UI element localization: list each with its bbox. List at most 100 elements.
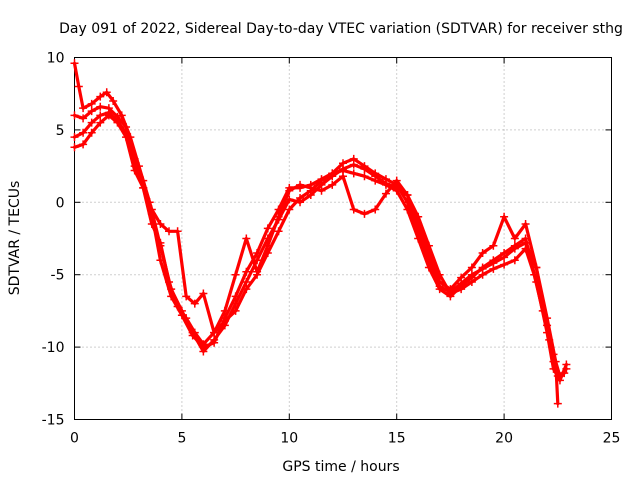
data-point: [182, 314, 191, 323]
data-point: [220, 306, 229, 315]
data-point: [328, 169, 337, 178]
data-point: [381, 180, 390, 189]
data-point: [371, 205, 380, 214]
data-point: [478, 248, 487, 257]
data-point: [285, 186, 294, 195]
data-point: [199, 289, 208, 298]
y-tick-label: -5: [51, 268, 65, 284]
data-point: [70, 133, 79, 142]
data-point: [87, 128, 96, 137]
data-point: [156, 238, 165, 247]
data-point: [147, 205, 156, 214]
data-point: [274, 227, 283, 236]
data-point: [199, 340, 208, 349]
data-point: [457, 282, 466, 291]
data-point: [87, 99, 96, 108]
data-point: [165, 277, 174, 286]
data-point: [253, 248, 262, 257]
grid-lines: [74, 57, 612, 420]
series-track-d: [70, 111, 562, 408]
data-point: [360, 162, 369, 171]
data-point: [296, 193, 305, 202]
data-point: [446, 285, 455, 294]
data-point: [392, 186, 401, 195]
data-point: [532, 263, 541, 272]
data-point: [231, 292, 240, 301]
data-point: [274, 212, 283, 221]
data-point: [317, 186, 326, 195]
data-point: [349, 169, 358, 178]
data-point: [220, 317, 229, 326]
data-point: [70, 143, 79, 152]
data-point: [96, 102, 105, 111]
series-line: [72, 61, 566, 378]
data-point: [457, 273, 466, 282]
data-point: [210, 338, 219, 347]
data-point: [467, 263, 476, 272]
series-line: [72, 105, 568, 378]
x-tick-label: 10: [280, 431, 298, 447]
x-tick-label: 25: [603, 431, 621, 447]
data-point: [117, 111, 126, 120]
data-point: [371, 176, 380, 185]
data-point: [263, 241, 272, 250]
data-point: [296, 180, 305, 189]
data-point: [435, 277, 444, 286]
data-point: [79, 140, 88, 149]
data-point: [489, 241, 498, 250]
data-series: [70, 59, 571, 408]
data-point: [70, 59, 79, 68]
y-tick-labels: 10 5 0 -5 -10 -15: [42, 51, 65, 429]
data-point: [210, 328, 219, 337]
data-point: [424, 263, 433, 272]
data-point: [242, 267, 251, 276]
data-point: [510, 241, 519, 250]
x-axis-label: GPS time / hours: [282, 459, 399, 475]
data-point: [79, 128, 88, 137]
data-point: [96, 92, 105, 101]
y-tick-label: -15: [42, 413, 65, 429]
data-point: [242, 234, 251, 243]
data-point: [87, 118, 96, 127]
data-point: [173, 302, 182, 311]
data-point: [500, 212, 509, 221]
data-point: [500, 248, 509, 257]
data-point: [96, 111, 105, 120]
data-point: [285, 205, 294, 214]
data-point: [231, 270, 240, 279]
data-point: [87, 107, 96, 116]
data-point: [349, 205, 358, 214]
data-point: [371, 169, 380, 178]
data-point: [360, 209, 369, 218]
data-point: [317, 176, 326, 185]
data-point: [339, 172, 347, 181]
data-point: [510, 256, 519, 265]
y-tick-label: -10: [42, 340, 65, 356]
data-point: [510, 234, 519, 243]
data-point: [435, 285, 444, 294]
data-point: [553, 399, 562, 408]
data-point: [500, 260, 509, 269]
data-point: [339, 159, 347, 168]
x-tick-label: 20: [495, 431, 513, 447]
data-point: [328, 180, 337, 189]
data-point: [253, 267, 262, 276]
data-point: [102, 88, 111, 97]
data-point: [489, 256, 498, 265]
data-point: [74, 82, 83, 91]
data-point: [113, 118, 122, 127]
data-point: [478, 263, 487, 272]
data-point: [242, 277, 251, 286]
data-point: [467, 273, 476, 282]
data-point: [173, 227, 182, 236]
data-point: [79, 104, 88, 113]
data-point: [392, 176, 401, 185]
data-point: [521, 220, 530, 229]
x-tick-label: 5: [177, 431, 186, 447]
data-point: [562, 360, 571, 369]
data-point: [79, 114, 88, 123]
data-point: [551, 357, 560, 366]
data-point: [96, 118, 105, 127]
axis-ticks: [74, 57, 612, 420]
chart-title: Day 091 of 2022, Sidereal Day-to-day VTE…: [59, 21, 623, 37]
